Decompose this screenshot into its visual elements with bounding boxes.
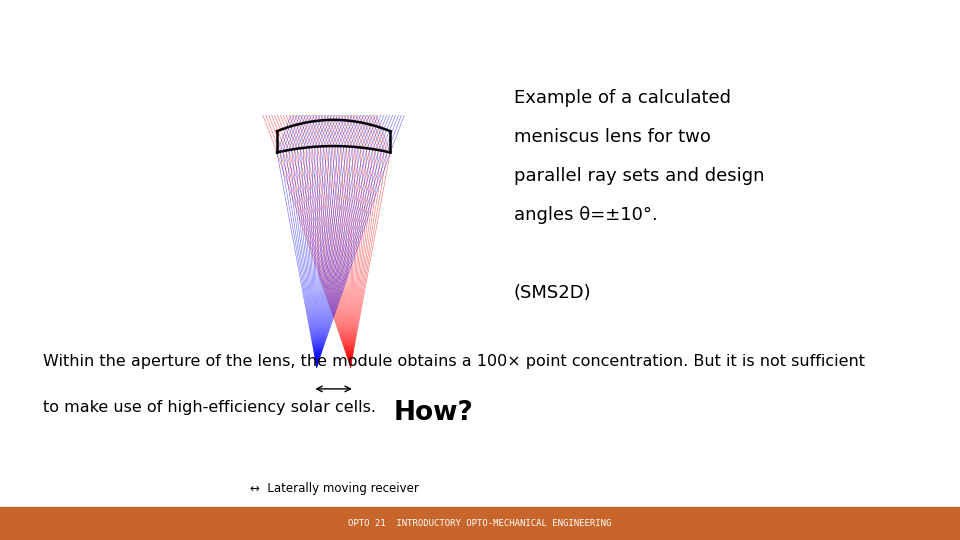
Text: angles θ=±10°.: angles θ=±10°. (514, 206, 658, 224)
Text: (SMS2D): (SMS2D) (514, 284, 591, 301)
Text: How?: How? (394, 400, 473, 426)
Text: parallel ray sets and design: parallel ray sets and design (514, 167, 764, 185)
Text: ↔  Laterally moving receiver: ↔ Laterally moving receiver (250, 482, 419, 495)
Text: to make use of high-efficiency solar cells.: to make use of high-efficiency solar cel… (43, 400, 387, 415)
Text: Within the aperture of the lens, the module obtains a 100× point concentration. : Within the aperture of the lens, the mod… (43, 354, 865, 369)
Text: meniscus lens for two: meniscus lens for two (514, 128, 710, 146)
Text: Example of a calculated: Example of a calculated (514, 89, 731, 107)
Text: OPTO 21  INTRODUCTORY OPTO-MECHANICAL ENGINEERING: OPTO 21 INTRODUCTORY OPTO-MECHANICAL ENG… (348, 519, 612, 528)
